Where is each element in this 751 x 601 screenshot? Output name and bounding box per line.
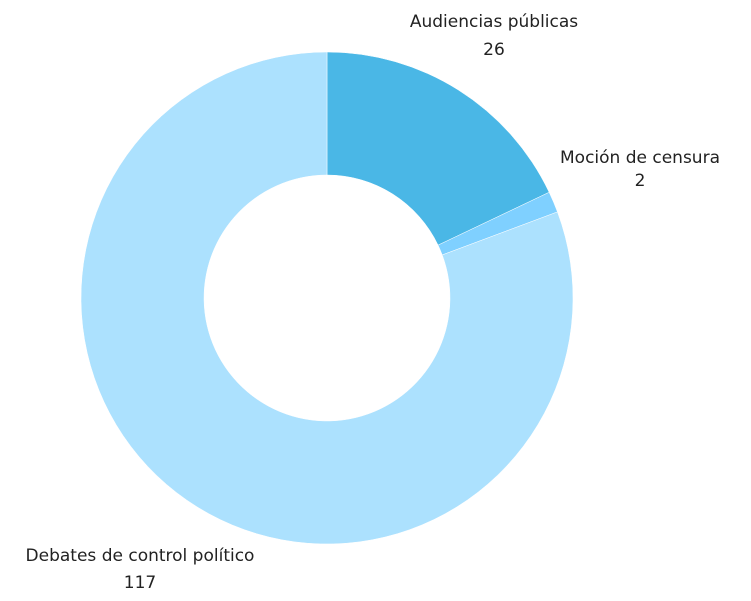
- slice-label-mocion-de-censura-value: 2: [635, 171, 646, 191]
- slice-label-debates-de-control-politico-value: 117: [124, 573, 156, 593]
- slice-debates-de-control-politico: [80, 51, 574, 545]
- slice-label-debates-de-control-politico-name: Debates de control político: [26, 546, 255, 566]
- slice-audiencias-publicas: [326, 51, 550, 246]
- slice-label-audiencias-publicas-name: Audiencias públicas: [410, 12, 578, 32]
- slice-label-debates-de-control-politico: Debates de control político 117: [26, 546, 255, 593]
- slice-label-mocion-de-censura-name: Moción de censura: [560, 148, 720, 168]
- donut-slices: [80, 51, 574, 545]
- slice-label-audiencias-publicas-value: 26: [483, 40, 505, 60]
- slice-label-mocion-de-censura: Moción de censura 2: [560, 148, 720, 191]
- slice-label-audiencias-publicas: Audiencias públicas 26: [410, 12, 578, 60]
